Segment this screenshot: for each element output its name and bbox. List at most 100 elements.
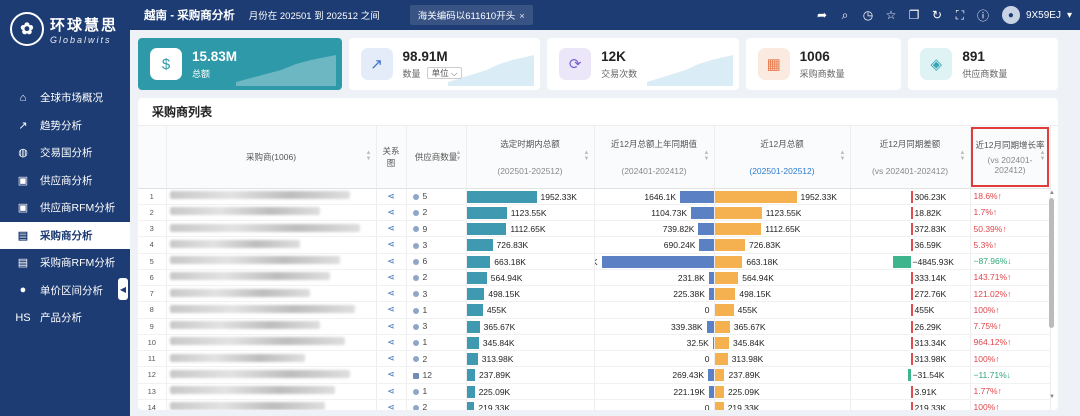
buyer-name-cell[interactable] [166, 318, 377, 335]
col-growth[interactable]: 近12月同期增长率 (vs 202401-202412) ▲ ▼ [970, 126, 1051, 189]
table-row[interactable]: 8 ⋖ 1 455K 0 455K 455K 100%↑ [138, 301, 1051, 319]
box-icon: ▣ [17, 174, 29, 187]
relation-graph-icon[interactable]: ⋖ [376, 204, 407, 222]
table-row[interactable]: 11 ⋖ 2 313.98K 0 313.98K 313.98K 100%↑ [138, 350, 1051, 368]
col-period-total[interactable]: 选定时期内总额 (202501-202512) ▲ ▼ [466, 126, 595, 189]
col-supplier-count[interactable]: 供应商数量 ▲ ▼ [406, 126, 467, 189]
date-range-filter[interactable]: 月份在 202501 到 202512 之间 [248, 11, 380, 22]
buyer-name-cell[interactable] [166, 253, 377, 270]
sidebar-item-7[interactable]: ▤ 采购商RFM分析 [0, 249, 130, 277]
stat-value: 15.83M [192, 48, 238, 64]
relation-graph-icon[interactable]: ⋖ [376, 188, 407, 205]
relation-graph-icon[interactable]: ⋖ [376, 220, 407, 238]
unit-select[interactable]: 单位 ⌵ [426, 67, 463, 79]
supplier-count-cell: 6 [406, 253, 467, 270]
stat-card-5[interactable]: ◈ 891 供应商数量 [908, 38, 1058, 90]
supplier-dot-icon [412, 291, 419, 298]
col-buyer[interactable]: 采购商(1006) ▲ ▼ [166, 126, 377, 189]
table-row[interactable]: 2 ⋖ 2 1123.55K 1104.73K 1123.55K 18.82K … [138, 204, 1051, 222]
help-icon[interactable]: ⓘ [976, 8, 989, 23]
buyer-name-cell[interactable] [166, 220, 377, 238]
relation-graph-icon[interactable]: ⋖ [376, 334, 407, 352]
sidebar-item-5[interactable]: ▣ 供应商RFM分析 [0, 194, 130, 222]
buyer-name-cell[interactable] [166, 269, 377, 287]
stat-card-2[interactable]: ↗ 98.91M 数量 单位 ⌵ [348, 38, 541, 90]
table-row[interactable]: 3 ⋖ 9 1112.65K 739.82K 1112.65K 372.83K … [138, 220, 1051, 238]
relation-graph-icon[interactable]: ⋖ [376, 269, 407, 287]
period-total-bar [466, 304, 483, 317]
col-prev-total[interactable]: 近12月总额上年同期值 (202401-202412) ▲ ▼ [594, 126, 715, 189]
buyer-name-cell[interactable] [166, 188, 377, 205]
prev-total-bar [708, 271, 713, 284]
sidebar-item-9[interactable]: HS 产品分析 [0, 304, 130, 332]
stat-card-3[interactable]: ⟳ 12K 交易次数 [547, 38, 739, 90]
sidebar-item-8[interactable]: ● 单价区间分析 [0, 277, 130, 305]
relation-graph-icon[interactable]: ⋖ [376, 350, 407, 368]
sidebar-item-1[interactable]: ⌂ 全球市场概况 [0, 84, 130, 112]
table-row[interactable]: 13 ⋖ 1 225.09K 221.19K 225.09K 3.91K 1.7… [138, 383, 1051, 400]
stat-card-1[interactable]: $ 15.83M 总额 [138, 38, 342, 90]
sidebar-item-3[interactable]: ◍ 交易国分析 [0, 139, 130, 167]
buyer-name-cell[interactable] [166, 236, 377, 254]
buyer-name-cell[interactable] [166, 366, 377, 384]
sidebar-item-label: 产品分析 [40, 312, 82, 325]
table-row[interactable]: 5 ⋖ 6 663.18K 5509.11K 663.18K −4845.93K… [138, 253, 1051, 270]
user-menu[interactable]: ● 9X59EJ ▾ [1001, 0, 1072, 30]
diff-bar-positive [910, 223, 913, 235]
table-row[interactable]: 10 ⋖ 1 345.84K 32.5K 345.84K 313.34K 964… [138, 334, 1051, 352]
sidebar-nav: ⌂ 全球市场概况 ↗ 趋势分析 ◍ 交易国分析 ▣ 供应商分析 ▣ 供应商RFM分析 ▤ 采购商分析 ▤… [0, 84, 130, 332]
buyer-name-cell[interactable] [166, 204, 377, 222]
search-icon[interactable]: ⌕ [841, 7, 849, 22]
copy-icon[interactable]: ❐ [908, 8, 920, 22]
scroll-up-icon[interactable]: ▲ [1049, 190, 1055, 196]
relation-graph-icon[interactable]: ⋖ [376, 399, 407, 410]
prev-total-cell: 269.43K [594, 366, 715, 384]
sidebar-item-label: 采购商分析 [40, 229, 93, 242]
diff-cell: 26.29K [850, 318, 971, 335]
refresh-icon[interactable]: ↻ [931, 8, 943, 22]
table-row[interactable]: 14 ⋖ 2 219.33K 0 219.33K 219.33K 100%↑ [138, 399, 1051, 410]
close-icon[interactable]: × [519, 11, 525, 22]
buyer-name-cell[interactable] [166, 301, 377, 319]
col-diff[interactable]: 近12月同期差额 (vs 202401-202412) ▲ ▼ [850, 126, 971, 189]
clock-icon[interactable]: ◷ [862, 8, 874, 22]
relation-graph-icon[interactable]: ⋖ [376, 366, 407, 384]
sidebar-item-2[interactable]: ↗ 趋势分析 [0, 112, 130, 140]
relation-graph-icon[interactable]: ⋖ [376, 236, 407, 254]
row-index: 14 [138, 399, 167, 410]
relation-graph-icon[interactable]: ⋖ [376, 318, 407, 335]
relation-graph-icon[interactable]: ⋖ [376, 383, 407, 400]
topbar: 越南 - 采购商分析 月份在 202501 到 202512 之间 海关编码以6… [130, 0, 1080, 30]
table-row[interactable]: 7 ⋖ 3 498.15K 225.38K 498.15K 272.76K 12… [138, 285, 1051, 303]
buyer-name-cell[interactable] [166, 334, 377, 352]
buyer-name-cell[interactable] [166, 383, 377, 400]
sidebar-item-6[interactable]: ▤ 采购商分析 [0, 221, 130, 249]
relation-graph-icon[interactable]: ⋖ [376, 301, 407, 319]
buyer-name-cell[interactable] [166, 399, 377, 410]
relation-graph-icon[interactable]: ⋖ [376, 285, 407, 303]
table-row[interactable]: 6 ⋖ 2 564.94K 231.8K 564.94K 333.14K 143… [138, 269, 1051, 287]
vertical-scrollbar[interactable] [1049, 198, 1054, 328]
stat-card-4[interactable]: ▦ 1006 采购商数量 [745, 38, 902, 90]
table-row[interactable]: 9 ⋖ 3 365.67K 339.38K 365.67K 26.29K 7.7… [138, 318, 1051, 335]
brand-logo[interactable]: ✿ 环球慧思 Globalwits [0, 0, 130, 58]
table-row[interactable]: 4 ⋖ 3 726.83K 690.24K 726.83K 36.59K 5.3… [138, 236, 1051, 254]
buyer-name-cell[interactable] [166, 285, 377, 303]
growth-cell: 100%↑ [970, 301, 1051, 319]
table-row[interactable]: 12 ⋖ 12 237.89K 269.43K 237.89K −31.54K … [138, 366, 1051, 384]
hs-code-filter-chip[interactable]: 海关编码以611610开头 × [409, 5, 533, 25]
relation-graph-icon[interactable]: ⋖ [376, 253, 407, 270]
dollar-icon: $ [150, 48, 182, 80]
scroll-down-icon[interactable]: ▼ [1049, 394, 1055, 400]
table-row[interactable]: 1 ⋖ 5 1952.33K 1646.1K 1952.33K 306.23K … [138, 188, 1051, 205]
share-icon[interactable]: ➦ [816, 8, 828, 22]
star-icon[interactable]: ☆ [885, 8, 897, 22]
price-icon: ● [19, 284, 27, 297]
diff-cell: 313.98K [850, 350, 971, 368]
sidebar-collapse-button[interactable]: ◀ [118, 278, 128, 300]
sidebar-item-4[interactable]: ▣ 供应商分析 [0, 167, 130, 195]
col-recent-total[interactable]: 近12月总额 (202501-202512) ▲ ▼ [714, 126, 851, 189]
buyer-name-cell[interactable] [166, 350, 377, 368]
fullscreen-icon[interactable]: ⛶ [955, 7, 965, 22]
